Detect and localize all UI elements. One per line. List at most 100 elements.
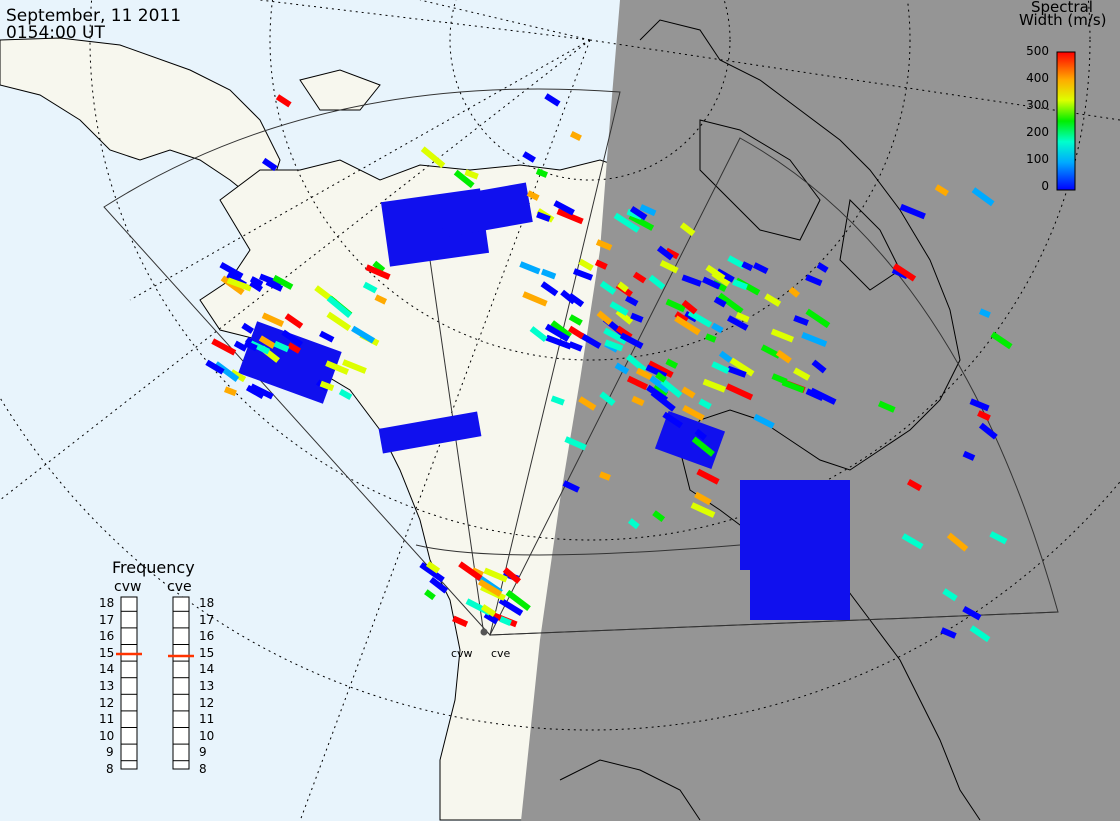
scatter-cell xyxy=(550,320,572,339)
scatter-cell xyxy=(696,468,720,485)
scatter-cell xyxy=(801,332,828,348)
scatter-cell xyxy=(540,281,559,297)
scatter-cell xyxy=(735,312,750,323)
scatter-cell xyxy=(662,411,683,429)
date-label: September, 11 2011 xyxy=(6,6,182,26)
scatter-cell xyxy=(940,627,957,639)
scatter-cell xyxy=(990,331,1013,350)
scatter-cell xyxy=(650,390,676,412)
scatter-cell xyxy=(325,360,349,375)
scatter-cell xyxy=(560,289,577,305)
scatter-cell xyxy=(711,322,724,334)
frequency-tick-right: 14 xyxy=(199,662,215,677)
frequency-radar-label-cvw: cvw xyxy=(114,579,142,595)
scatter-cell xyxy=(224,386,237,397)
scatter-cell xyxy=(631,395,645,407)
scatter-cell xyxy=(682,405,705,421)
scatter-cell xyxy=(906,478,923,492)
scatter-cell xyxy=(715,268,735,283)
scatter-cell xyxy=(578,396,597,411)
scatter-cell xyxy=(809,387,837,405)
colorbar-tick: 500 xyxy=(1026,44,1049,58)
colorbar-tick: 0 xyxy=(1041,179,1049,193)
scatter-cell xyxy=(502,567,522,584)
scatter-cell xyxy=(630,312,644,323)
scatter-cell xyxy=(261,157,278,172)
scatter-cell xyxy=(665,298,686,313)
scatter-cell xyxy=(732,279,748,291)
frequency-tick-left: 15 xyxy=(99,645,115,660)
scatter-cell xyxy=(545,334,572,350)
scatter-cell xyxy=(599,391,616,406)
scatter-cell xyxy=(568,341,583,352)
scatter-cell xyxy=(424,589,436,601)
frequency-gridlines xyxy=(121,610,189,762)
frequency-tick-right: 13 xyxy=(199,679,215,693)
scatter-cell xyxy=(287,342,302,354)
scatter-cell xyxy=(764,293,782,307)
scatter-cell xyxy=(220,275,245,296)
scatter-cell xyxy=(711,361,730,375)
frequency-tick-right: 17 xyxy=(199,612,215,627)
scatter-block xyxy=(654,410,726,470)
frequency-tick-right: 18 xyxy=(199,596,215,610)
scatter-cell xyxy=(483,567,508,583)
scatter-cell xyxy=(726,365,747,378)
scatter-cell xyxy=(969,398,990,412)
scatter-cell xyxy=(205,359,225,375)
scatter-cell xyxy=(569,131,582,141)
scatter-cell xyxy=(505,589,531,612)
scatter-cell xyxy=(261,312,285,327)
scatter-cell xyxy=(249,340,271,355)
scatter-cell xyxy=(483,612,499,625)
frequency-bars xyxy=(120,596,190,770)
colorbar-title-line2: Width (m/s) xyxy=(1019,11,1107,29)
scatter-cell xyxy=(526,190,540,201)
scatter-cell xyxy=(702,378,727,393)
scatter-cell xyxy=(694,491,712,506)
scatter-cell xyxy=(899,203,926,220)
frequency-tick-left: 13 xyxy=(99,679,115,693)
scatter-cell xyxy=(705,264,726,281)
scatter-cell xyxy=(419,562,445,583)
scatter-cell xyxy=(273,340,290,353)
frequency-tick-right: 9 xyxy=(199,745,207,760)
colorbar-tick: 300 xyxy=(1026,98,1049,112)
frequency-tick-left: 11 xyxy=(99,712,115,727)
scatter-cell xyxy=(713,296,727,308)
scatter-cell xyxy=(946,532,969,552)
scatter-cell xyxy=(978,422,998,440)
scatter-cell xyxy=(816,262,829,273)
scatter-cell xyxy=(233,340,248,352)
scatter-cell xyxy=(625,354,647,373)
scatter-cell xyxy=(249,276,264,288)
scatter-cell xyxy=(425,561,441,574)
scatter-cell xyxy=(568,314,583,326)
scatter-cell xyxy=(681,299,698,315)
scatter-cell xyxy=(718,350,733,363)
scatter-cell xyxy=(652,510,666,523)
scatter-cell xyxy=(665,358,679,369)
scatter-cell xyxy=(609,301,629,316)
scatter-cell xyxy=(272,274,294,290)
scatter-cell xyxy=(562,480,580,493)
scatter-cell xyxy=(420,146,446,169)
scatter-cell xyxy=(556,208,584,225)
frequency-tick-left: 9 xyxy=(106,745,114,760)
scatter-cell xyxy=(603,327,628,345)
scatter-cell xyxy=(727,315,749,331)
scatter-cell xyxy=(962,450,976,461)
scatter-cell xyxy=(788,286,801,298)
scatter-cell xyxy=(351,325,376,344)
colorbar-tick: 200 xyxy=(1026,125,1049,139)
scatter-cell xyxy=(229,369,247,383)
scatter-cell xyxy=(241,322,255,334)
scatter-cell xyxy=(625,295,639,307)
scatter-cell xyxy=(648,274,666,290)
scatter-cell xyxy=(729,357,755,377)
scatter-cell xyxy=(628,213,655,231)
scatter-cell xyxy=(243,340,258,352)
scatter-cell xyxy=(338,388,353,400)
colorbar-tick: 100 xyxy=(1026,152,1049,166)
